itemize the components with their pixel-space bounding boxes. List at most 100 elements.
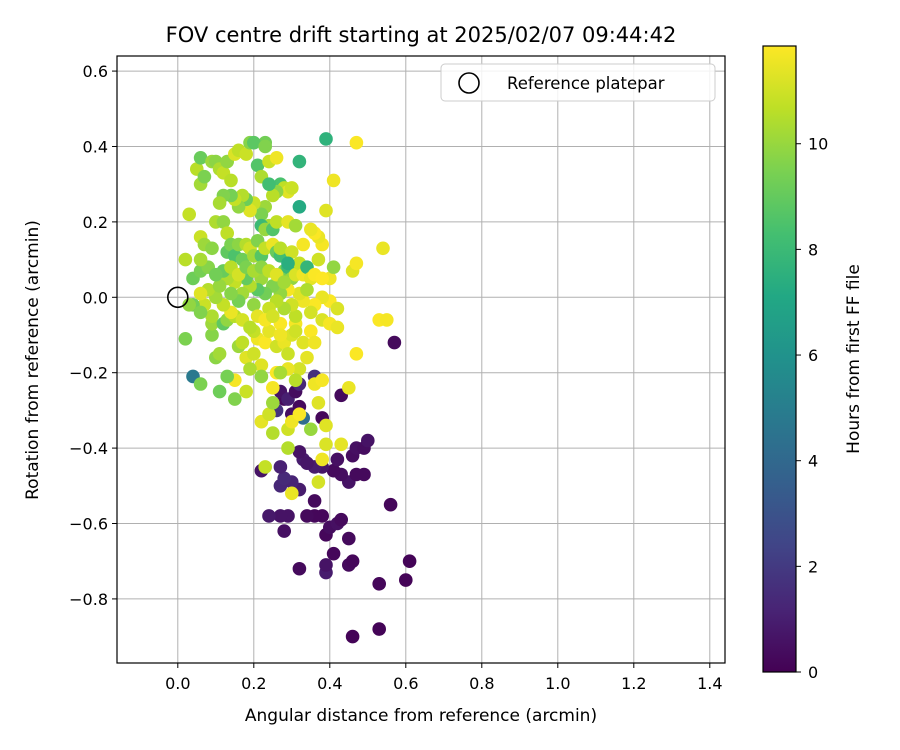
- data-point: [326, 260, 341, 274]
- data-point: [319, 418, 333, 433]
- data-point: [315, 271, 330, 286]
- data-point: [285, 245, 299, 259]
- y-axis-ticks: −0.8 −0.6 −0.4 −0.2 0.0 0.2 0.4 0.6: [69, 62, 117, 609]
- data-point: [243, 320, 257, 335]
- data-point: [330, 320, 345, 335]
- colorbar-tick-label: 8: [808, 240, 818, 259]
- data-point: [266, 188, 280, 203]
- data-point: [239, 384, 253, 399]
- data-point: [247, 347, 261, 361]
- data-point: [254, 358, 269, 372]
- data-point: [277, 524, 292, 538]
- data-point: [296, 335, 311, 350]
- data-point: [193, 286, 208, 301]
- data-point: [216, 215, 231, 229]
- data-point: [273, 328, 288, 342]
- data-point: [326, 173, 341, 188]
- data-point: [178, 252, 193, 267]
- data-point: [193, 305, 208, 320]
- legend-box: [440, 63, 716, 102]
- data-point: [273, 241, 288, 256]
- data-point: [220, 226, 234, 240]
- data-point: [311, 396, 326, 410]
- data-point: [326, 546, 341, 561]
- data-point: [212, 196, 227, 210]
- data-point: [292, 561, 307, 576]
- colorbar-tick-label: 2: [808, 557, 818, 576]
- data-point: [212, 347, 227, 361]
- data-point: [277, 275, 292, 290]
- data-point: [307, 335, 322, 350]
- data-point: [262, 407, 276, 421]
- data-point: [319, 132, 333, 146]
- data-point: [380, 313, 394, 327]
- data-point: [239, 147, 253, 161]
- data-point: [345, 554, 360, 569]
- colorbar-tick-label: 4: [808, 452, 818, 471]
- data-point: [315, 373, 330, 388]
- colorbar-label: Hours from first FF file: [844, 264, 864, 454]
- data-point: [224, 286, 238, 301]
- data-point: [288, 324, 303, 339]
- x-tick-label: 0.6: [393, 674, 418, 693]
- data-point: [247, 135, 261, 150]
- data-point: [307, 494, 322, 508]
- data-point: [205, 241, 219, 256]
- y-tick-label: 0.6: [83, 62, 108, 81]
- data-point: [273, 460, 288, 474]
- data-point: [304, 305, 318, 320]
- data-point: [288, 218, 303, 233]
- data-point: [273, 509, 288, 523]
- data-point: [349, 347, 364, 361]
- x-tick-label: 1.4: [697, 674, 722, 693]
- x-tick-label: 0.2: [241, 674, 266, 693]
- legend-marker-reference: [458, 72, 480, 94]
- data-point: [361, 433, 375, 448]
- chart-title: FOV centre drift starting at 2025/02/07 …: [166, 23, 677, 47]
- data-point: [376, 241, 390, 256]
- data-point: [182, 207, 196, 222]
- x-tick-label: 1.2: [621, 674, 646, 693]
- y-axis-label: Rotation from reference (arcmin): [23, 220, 43, 500]
- y-tick-label: −0.8: [69, 590, 108, 609]
- colorbar-tick-label: 6: [808, 346, 818, 365]
- x-tick-label: 0.4: [317, 674, 342, 693]
- y-tick-label: 0.2: [83, 213, 108, 232]
- data-point: [254, 369, 269, 384]
- data-point: [288, 373, 303, 388]
- x-tick-label: 0.0: [165, 674, 190, 693]
- colorbar-tick-label: 0: [808, 663, 818, 682]
- data-point: [205, 309, 219, 323]
- data-point: [281, 347, 295, 361]
- y-tick-label: 0.0: [83, 288, 108, 307]
- data-point: [193, 377, 208, 391]
- data-point: [319, 558, 333, 572]
- data-point: [212, 384, 227, 399]
- y-tick-label: 0.4: [83, 137, 108, 156]
- data-point: [349, 135, 364, 150]
- data-point: [250, 158, 265, 173]
- y-tick-label: −0.4: [69, 439, 108, 458]
- data-point: [193, 252, 208, 267]
- x-axis-ticks: 0.0 0.2 0.4 0.6 0.8 1.0 1.2 1.4: [165, 663, 723, 693]
- data-point: [292, 362, 307, 376]
- data-point: [205, 328, 219, 342]
- data-point: [178, 331, 193, 346]
- data-point: [300, 509, 314, 523]
- data-point: [402, 554, 417, 569]
- grid-lines: [117, 56, 725, 663]
- colorbar-ticks: 0 2 4 6 8 10: [796, 135, 828, 682]
- data-point: [209, 267, 223, 282]
- data-point: [300, 456, 314, 470]
- data-point: [311, 252, 326, 267]
- data-point: [304, 222, 318, 237]
- data-point: [319, 437, 333, 452]
- data-point: [330, 301, 345, 316]
- data-point: [334, 437, 349, 452]
- x-axis-label: Angular distance from reference (arcmin): [245, 706, 597, 726]
- data-point: [258, 335, 273, 350]
- data-point: [269, 150, 284, 165]
- data-point: [349, 256, 364, 271]
- data-point: [197, 169, 212, 184]
